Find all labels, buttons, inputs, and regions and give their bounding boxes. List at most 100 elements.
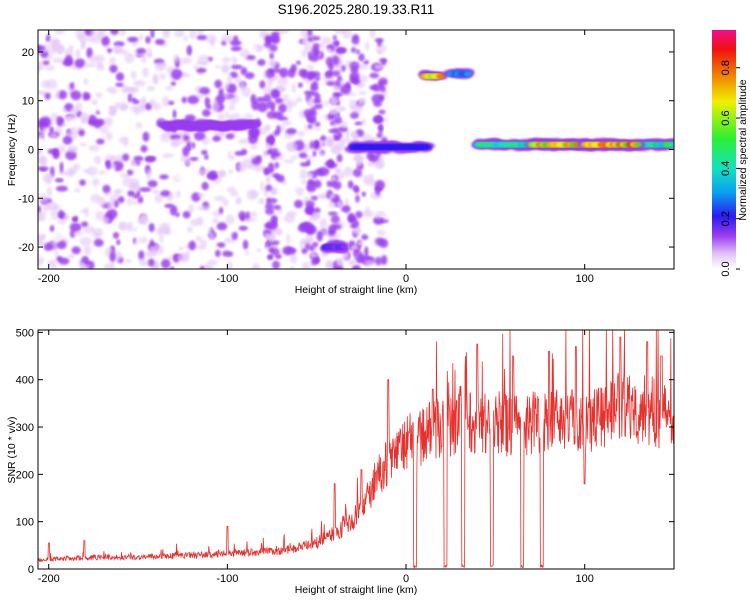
spectrogram-blob <box>376 132 383 139</box>
spectrogram-blob <box>335 48 347 54</box>
spectrogram-blob <box>238 211 247 220</box>
spectrogram-blob <box>310 195 319 201</box>
spectrogram-blob <box>357 63 369 70</box>
spectrogram-blob <box>225 133 235 140</box>
spectrogram-blob <box>146 52 153 58</box>
spectrogram-blob <box>127 190 136 197</box>
spectrogram-blob <box>93 238 104 247</box>
spectrogram-blob <box>50 259 58 269</box>
spectrogram-blob <box>269 52 275 60</box>
spectrogram-blob <box>347 260 357 266</box>
spectrogram-blob <box>123 258 132 263</box>
spectrogram-blob <box>124 52 135 64</box>
spectrogram-blob <box>224 237 235 244</box>
spectrogram-blob <box>299 162 311 167</box>
spectrogram-blob <box>93 155 102 165</box>
spectrogram-blob <box>109 64 118 73</box>
spectrogram-blob <box>239 81 246 92</box>
spectrogram-blob <box>122 176 134 187</box>
spectrogram-blob <box>90 193 102 204</box>
spectrogram-blob <box>246 55 256 60</box>
spectrogram-blob <box>343 166 353 177</box>
spectrogram-blob <box>90 99 99 106</box>
spectrogram-blob <box>72 80 81 90</box>
spectrogram-blob <box>62 135 73 145</box>
spectrogram-blob <box>216 222 228 231</box>
spectrogram-blob <box>50 210 60 220</box>
spectrogram-blob <box>265 100 276 109</box>
spectrogram-blob <box>105 160 112 170</box>
spectrogram-blob <box>350 46 357 53</box>
spectrogram-blob <box>208 232 215 240</box>
spectrogram-blob <box>286 247 297 254</box>
spectrogram-blob <box>173 54 180 63</box>
spectrogram-blob <box>364 41 370 51</box>
spectrogram-blob <box>312 241 319 248</box>
spectrogram-blob <box>272 90 281 99</box>
spectrogram-blob <box>358 53 365 62</box>
spectrogram-blob <box>131 200 139 205</box>
spectrogram-blob <box>40 166 46 172</box>
spectrogram-blob <box>361 133 373 143</box>
spectrogram-blob <box>272 204 282 210</box>
spectrogram-blob <box>286 141 298 153</box>
spectrogram-blob <box>69 222 82 232</box>
spectrogram-blob <box>52 44 58 54</box>
spectrogram-blob <box>68 168 74 178</box>
spectrogram-blob <box>59 161 64 173</box>
spectrogram-blob <box>327 113 335 121</box>
spectrogram-blob <box>333 85 340 91</box>
spectrogram-blob <box>363 59 369 65</box>
spectrogram-blob <box>142 131 150 142</box>
spectrogram-blob <box>185 160 193 166</box>
spectrogram-blob <box>97 106 110 115</box>
spectrogram-blob <box>317 140 329 145</box>
spectrogram-xtick-label: 100 <box>575 273 593 285</box>
spectrogram-blob <box>335 112 341 118</box>
spectrogram-blob <box>273 72 279 80</box>
spectrogram-blob <box>245 217 258 222</box>
colorbar-tick-label: 0.6 <box>720 110 732 125</box>
spectrogram-blob <box>110 155 116 163</box>
spectrogram-blob <box>240 67 248 76</box>
spectrogram-blob <box>154 38 165 46</box>
spectrogram-blob <box>345 81 351 90</box>
spectrogram-blob <box>271 173 279 178</box>
spectrogram-blob <box>267 254 273 260</box>
spectrogram-blob <box>263 94 272 103</box>
spectrogram-blob <box>362 210 375 218</box>
spectrogram-blob <box>206 172 218 180</box>
spectrogram-blob <box>44 248 55 259</box>
spectrogram-blob <box>38 148 43 155</box>
spectrogram-blob <box>63 214 70 222</box>
spectrogram-blob <box>352 184 359 192</box>
spectrogram-blob <box>336 265 344 269</box>
spectrogram-blob <box>269 33 280 43</box>
snr-y-axis-label: SNR (10 * v/v) <box>6 416 18 483</box>
spectrogram-blob <box>249 211 258 218</box>
spectrogram-blob <box>340 205 351 213</box>
spectrogram-blob <box>213 195 226 202</box>
spectrogram-blob <box>262 32 273 38</box>
spectrogram-blob <box>256 248 262 253</box>
spectrogram-blob <box>254 239 262 247</box>
spectrogram-blob <box>312 36 321 41</box>
spectrogram-blob <box>177 254 188 262</box>
spectrogram-blob <box>242 239 249 250</box>
spectrogram-blob <box>182 211 191 219</box>
spectrogram-blob <box>308 117 315 124</box>
spectrogram-blob <box>55 185 68 192</box>
spectrogram-blob <box>154 193 163 204</box>
spectrogram-blob <box>133 194 139 199</box>
spectrogram-blob <box>164 203 174 209</box>
spectrogram-blob <box>90 30 98 36</box>
spectrogram-blob <box>111 121 118 130</box>
spectrogram-blob <box>281 119 292 126</box>
spectrogram-blob <box>132 227 137 232</box>
colorbar-tick-label: 0.2 <box>720 211 732 226</box>
spectrogram-blob <box>326 159 334 169</box>
spectrogram-blob <box>230 64 243 70</box>
spectrogram-blob <box>378 109 386 115</box>
spectrogram-blob <box>41 201 50 212</box>
spectrogram-blob <box>45 64 55 72</box>
